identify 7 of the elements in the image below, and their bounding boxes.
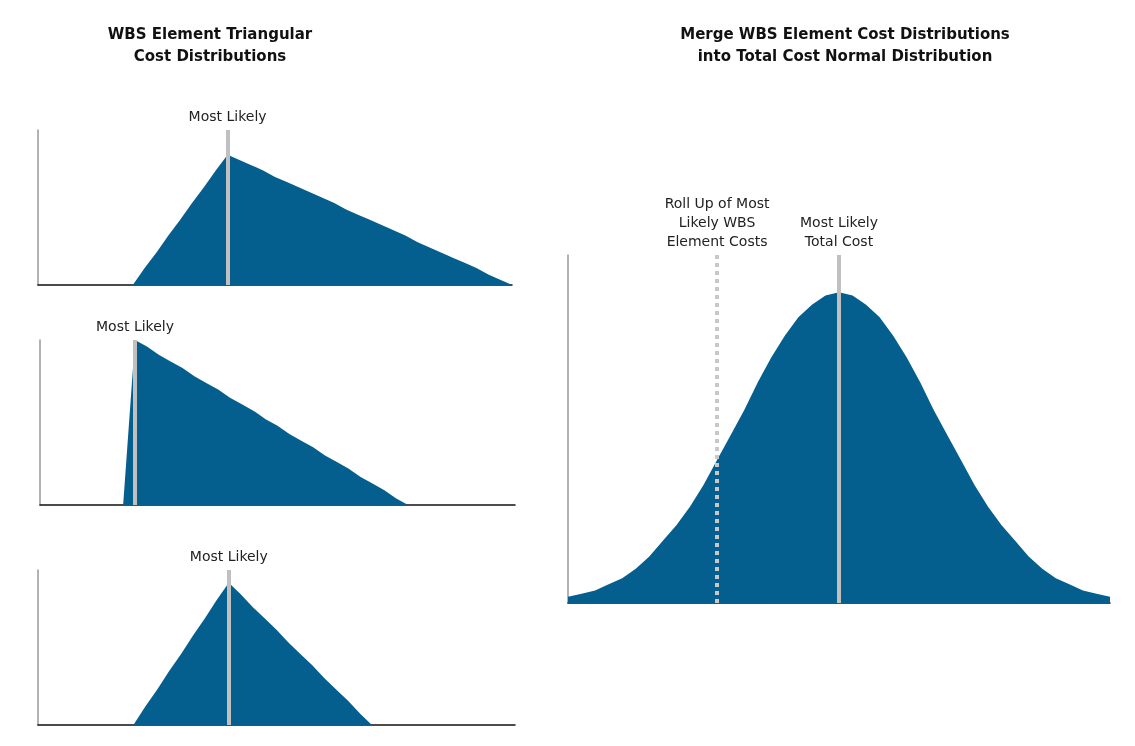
text: Most Likely Total Cost	[800, 213, 878, 249]
text: Most Likely	[189, 547, 268, 564]
text: Most Likely	[96, 317, 174, 334]
text: Roll Up of Most Likely WBS Element Costs	[664, 194, 770, 249]
chart-title: WBS Element Triangular Cost Distributions	[107, 25, 313, 65]
text: Most Likely	[188, 107, 267, 124]
chart-title: Merge WBS Element Cost Distributions into Total Cost Normal Distribution	[680, 25, 1010, 65]
